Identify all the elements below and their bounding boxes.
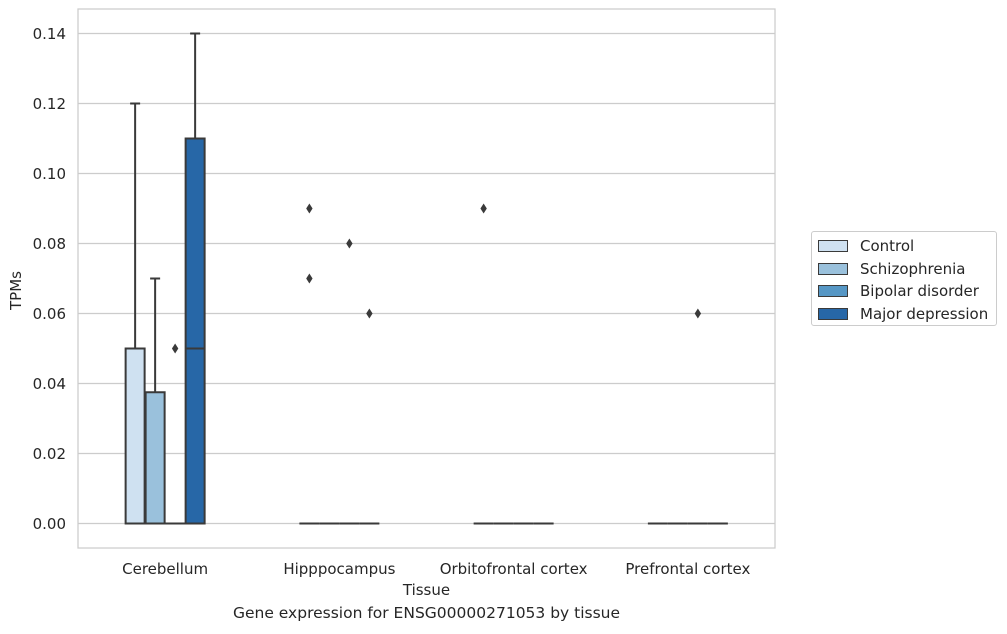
box-1-2 <box>339 238 360 525</box>
legend-label-schizophrenia: Schizophrenia <box>860 259 966 278</box>
y-tick-label: 0.14 <box>33 25 66 43</box>
legend-label-major-depression: Major depression <box>860 304 989 323</box>
legend-item-control: Control <box>818 235 996 258</box>
x-tick-label: Hipppocampus <box>283 560 395 578</box>
legend-item-bipolar-disorder: Bipolar disorder <box>818 280 996 303</box>
plot-area-frame <box>77 8 776 549</box>
y-tick-labels: 0.00 0.02 0.04 0.06 0.08 0.10 0.12 0.14 <box>33 25 66 533</box>
box-body <box>144 391 166 525</box>
legend-item-schizophrenia: Schizophrenia <box>818 258 996 281</box>
legend-swatch-major-depression <box>818 307 848 320</box>
x-axis-label: Tissue <box>402 581 450 599</box>
box-0-3 <box>184 32 206 525</box>
legend: Control Schizophrenia Bipolar disorder M… <box>811 231 997 326</box>
box-body <box>124 347 146 525</box>
outlier-point <box>306 273 313 284</box>
figure-caption: Gene expression for ENSG00000271053 by t… <box>232 604 621 622</box>
outlier-point <box>694 308 702 319</box>
box-0-1 <box>144 277 166 525</box>
boxes <box>124 32 728 525</box>
outlier-point <box>306 203 313 214</box>
legend-label-bipolar-disorder: Bipolar disorder <box>860 282 979 301</box>
outlier-point <box>480 203 487 214</box>
box-1-3 <box>359 308 380 525</box>
outlier-point <box>346 238 353 249</box>
y-tick-label: 0.12 <box>33 95 66 113</box>
legend-swatch-schizophrenia <box>818 262 848 275</box>
y-tick-label: 0.02 <box>33 445 66 463</box>
x-tick-label: Cerebellum <box>122 560 208 578</box>
box-0-0 <box>124 102 146 525</box>
legend-label-control: Control <box>860 237 915 256</box>
legend-swatch-bipolar-disorder <box>818 285 848 298</box>
box-body <box>184 137 206 525</box>
box-0-2 <box>165 343 186 525</box>
y-tick-label: 0.10 <box>33 165 66 183</box>
outlier-point <box>366 308 373 319</box>
legend-item-major-depression: Major depression <box>818 303 996 326</box>
y-tick-label: 0.00 <box>33 515 66 533</box>
x-tick-label: Orbitofrontal cortex <box>440 560 588 578</box>
box-3-2 <box>687 308 708 525</box>
x-tick-labels: Cerebellum Hipppocampus Orbitofrontal cort… <box>122 560 750 578</box>
x-tick-label: Prefrontal cortex <box>625 560 750 578</box>
grid-lines <box>78 32 775 525</box>
box-2-0 <box>473 203 494 525</box>
y-tick-label: 0.08 <box>33 235 66 253</box>
box-1-0 <box>299 203 320 525</box>
legend-swatch-control <box>818 240 848 253</box>
y-tick-label: 0.04 <box>33 375 66 393</box>
y-axis-label: TPMs <box>7 271 25 311</box>
y-tick-label: 0.06 <box>33 305 66 323</box>
outlier-point <box>171 343 179 354</box>
